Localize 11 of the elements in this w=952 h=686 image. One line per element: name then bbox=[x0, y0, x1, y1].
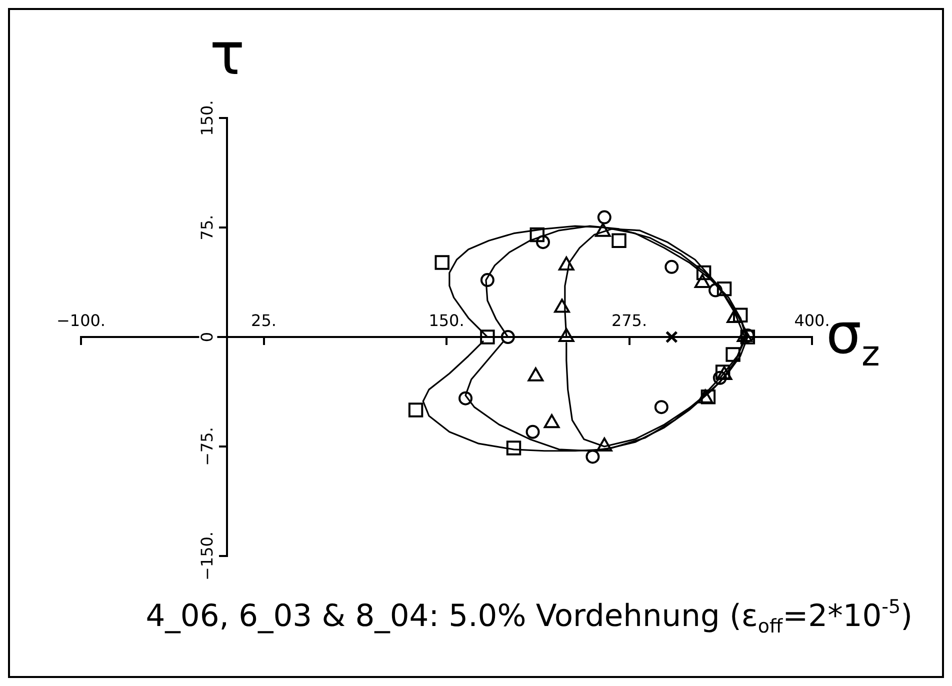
y-tick-label: 75. bbox=[197, 214, 216, 240]
x-tick-label: 150. bbox=[428, 311, 464, 330]
x-tick-label: 400. bbox=[794, 311, 830, 330]
x-tick-label: 25. bbox=[251, 311, 276, 330]
y-tick-label: −150. bbox=[197, 531, 216, 581]
y-tick-label: −75. bbox=[197, 427, 216, 466]
y-tick-label: 0 bbox=[197, 332, 216, 342]
y-axis-title: τ bbox=[210, 20, 245, 88]
x-tick-label: 275. bbox=[611, 311, 648, 330]
x-tick-label: −100. bbox=[56, 311, 106, 330]
y-tick-label: 150. bbox=[197, 100, 216, 136]
